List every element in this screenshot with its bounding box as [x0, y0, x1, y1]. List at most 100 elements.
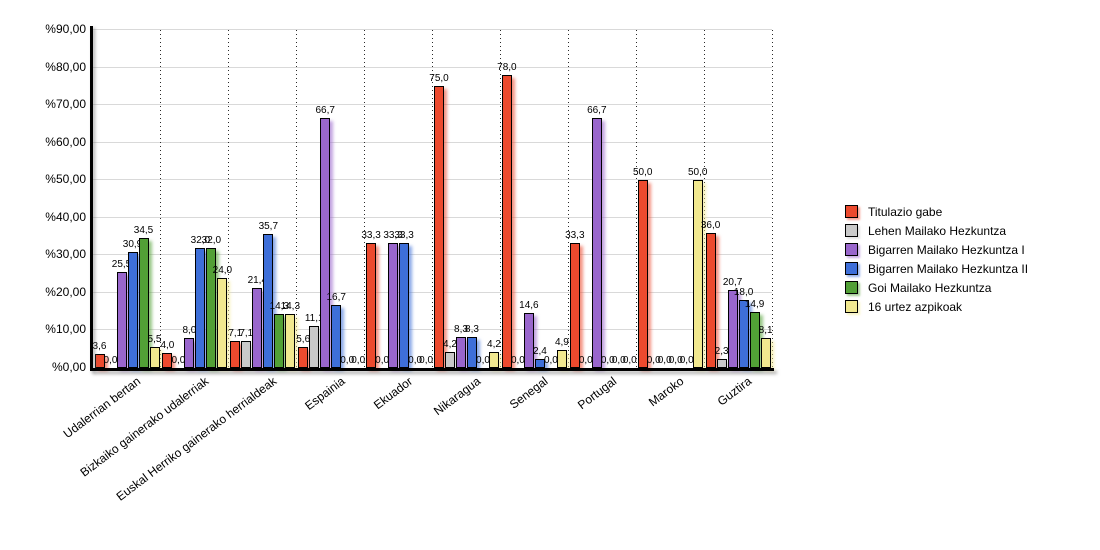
category-separator-line: [635, 30, 637, 368]
legend-swatch-icon: [845, 281, 858, 294]
bar: [206, 247, 217, 368]
y-axis-line: [90, 26, 93, 371]
y-tick-label: %80,00: [45, 59, 86, 74]
bar-value-label: 2,4: [532, 346, 547, 357]
y-tick-label: %90,00: [45, 22, 86, 36]
bar-value-label: 8,0: [182, 324, 197, 336]
bar: [637, 180, 648, 368]
bar: [94, 354, 105, 368]
category-label: Espainia: [301, 374, 348, 413]
category-separator-line: [432, 30, 433, 368]
bar: [556, 349, 567, 368]
bar-value-label: 4,2: [443, 339, 457, 351]
category-label: Bizkaiko gainerako udalerriak: [77, 374, 212, 480]
y-tick-label: %60,00: [45, 134, 86, 149]
bar-value-label: 0,0: [171, 355, 186, 366]
category-separator-line: [567, 30, 569, 368]
bar-value-label: 0,0: [578, 355, 593, 366]
bar: [241, 341, 252, 368]
bar: [523, 313, 534, 368]
bar-value-label: 0,0: [543, 355, 558, 366]
legend-item: 16 urtez azpikoak: [845, 297, 1028, 316]
bar: [149, 347, 160, 368]
bar-value-label: 33,3: [361, 229, 381, 241]
bar-value-label: 66,7: [315, 104, 335, 116]
bar: [162, 352, 173, 368]
category-label: Senegal: [507, 374, 551, 412]
bar-value-label: 35,7: [258, 220, 279, 232]
bar-value-label: 0,0: [419, 355, 434, 366]
bar-value-label: 4,0: [160, 339, 175, 351]
legend-swatch-icon: [845, 300, 858, 313]
y-tick-label: %70,00: [45, 97, 86, 112]
bar-value-label: 36,0: [700, 219, 721, 231]
bar-value-label: 14,6: [519, 300, 539, 312]
bar-value-label: 14,3: [269, 301, 290, 313]
bar: [184, 337, 195, 368]
category-label: Portugal: [574, 374, 619, 413]
bar: [467, 336, 477, 368]
bar-value-label: 5,6: [296, 333, 311, 345]
category-separator-line: [771, 30, 773, 368]
bar-value-label: 8,3: [465, 323, 479, 335]
bar: [298, 346, 309, 368]
legend-item: Lehen Mailako Hezkuntza: [845, 221, 1028, 240]
bar-value-label: 14,3: [280, 301, 301, 313]
legend-swatch-icon: [845, 243, 858, 256]
bar-value-label: 75,0: [429, 73, 449, 85]
bar-value-label: 0,0: [375, 355, 390, 366]
legend-label: Goi Mailako Hezkuntza: [868, 280, 992, 295]
bar-value-label: 7,1: [228, 328, 243, 340]
bar: [760, 337, 771, 368]
bar: [388, 242, 399, 368]
bar-value-label: 78,0: [497, 62, 517, 74]
legend-item: Bigarren Mailako Hezkuntza I: [845, 240, 1028, 259]
bar: [434, 86, 444, 368]
bar-value-label: 50,0: [632, 167, 653, 179]
bar-value-label: 21,4: [247, 274, 268, 286]
category-separator-line: [160, 30, 162, 368]
bar-value-label: 0,0: [611, 355, 626, 366]
bar: [569, 242, 580, 368]
bar-value-label: 8,3: [454, 323, 468, 335]
bar-value-label: 0,0: [600, 355, 615, 366]
legend: Titulazio gabe Lehen Mailako Hezkuntza Big…: [845, 202, 1028, 316]
bar-value-label: 18,0: [733, 287, 754, 299]
bar-value-label: 0,0: [476, 355, 490, 366]
bar-value-label: 50,0: [687, 167, 708, 179]
plot-area: 3,6 0,0 25,5 30,9 34,5 5,5 4,0 0,0 8,0 32,0 32,0 24…: [93, 29, 773, 368]
bar-value-label: 7,1: [239, 328, 254, 340]
legend-label: Lehen Mailako Hezkuntza: [868, 223, 1007, 238]
bar-value-label: 0,0: [679, 355, 694, 366]
bar-value-label: 8,1: [758, 324, 773, 336]
bar-value-label: 4,9: [554, 336, 569, 348]
legend-swatch-icon: [845, 205, 858, 218]
bar: [217, 277, 228, 368]
bar-value-label: 33,3: [565, 229, 585, 241]
legend-label: 16 urtez azpikoak: [868, 299, 963, 314]
category-separator-line: [364, 30, 366, 368]
bar-value-label: 34,5: [133, 225, 154, 237]
legend-label: Bigarren Mailako Hezkuntza II: [868, 261, 1029, 276]
bar: [320, 117, 331, 368]
bar-value-label: 16,7: [326, 292, 346, 304]
bar-value-label: 32,0: [190, 234, 211, 246]
bar-value-label: 0,0: [646, 355, 661, 366]
x-axis-line: [90, 368, 774, 371]
bar-value-label: 0,0: [340, 355, 355, 366]
y-tick-label: %0,00: [51, 360, 86, 374]
legend-item: Goi Mailako Hezkuntza: [845, 278, 1028, 297]
bar: [456, 336, 466, 368]
y-tick-label: %50,00: [45, 172, 86, 187]
legend-label: Bigarren Mailako Hezkuntza I: [868, 242, 1025, 257]
bar-value-label: 0,0: [622, 355, 637, 366]
bar-value-label: 66,7: [587, 104, 607, 116]
bar: [489, 352, 499, 368]
bar-value-label: 25,5: [111, 259, 132, 271]
legend-item: Titulazio gabe: [845, 202, 1028, 221]
bar: [309, 326, 320, 368]
bar-value-label: 32,0: [201, 234, 222, 246]
bar-value-label: 0,0: [351, 355, 366, 366]
legend-label: Titulazio gabe: [868, 204, 943, 219]
bar-value-label: 24,0: [212, 264, 233, 276]
